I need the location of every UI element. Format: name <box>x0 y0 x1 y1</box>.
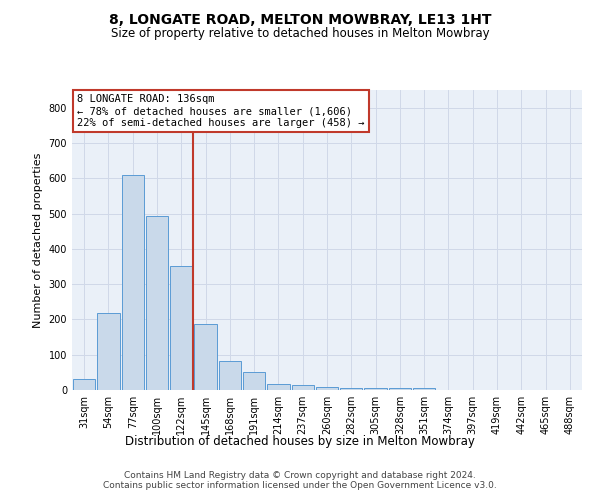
Bar <box>218 360 241 390</box>
Bar <box>122 175 144 390</box>
Bar <box>316 387 338 390</box>
Bar <box>97 313 119 390</box>
Bar <box>243 372 265 390</box>
Text: Size of property relative to detached houses in Melton Mowbray: Size of property relative to detached ho… <box>110 28 490 40</box>
Bar <box>389 388 411 390</box>
Bar <box>73 380 95 390</box>
Text: Contains HM Land Registry data © Crown copyright and database right 2024.
Contai: Contains HM Land Registry data © Crown c… <box>103 470 497 490</box>
Bar <box>267 384 290 390</box>
Bar <box>292 386 314 390</box>
Bar <box>170 266 193 390</box>
Text: 8 LONGATE ROAD: 136sqm
← 78% of detached houses are smaller (1,606)
22% of semi-: 8 LONGATE ROAD: 136sqm ← 78% of detached… <box>77 94 365 128</box>
Bar <box>340 388 362 390</box>
Text: 8, LONGATE ROAD, MELTON MOWBRAY, LE13 1HT: 8, LONGATE ROAD, MELTON MOWBRAY, LE13 1H… <box>109 12 491 26</box>
Bar <box>413 388 436 390</box>
Y-axis label: Number of detached properties: Number of detached properties <box>33 152 43 328</box>
Bar <box>364 388 387 390</box>
Bar <box>194 324 217 390</box>
Text: Distribution of detached houses by size in Melton Mowbray: Distribution of detached houses by size … <box>125 435 475 448</box>
Bar <box>146 216 168 390</box>
